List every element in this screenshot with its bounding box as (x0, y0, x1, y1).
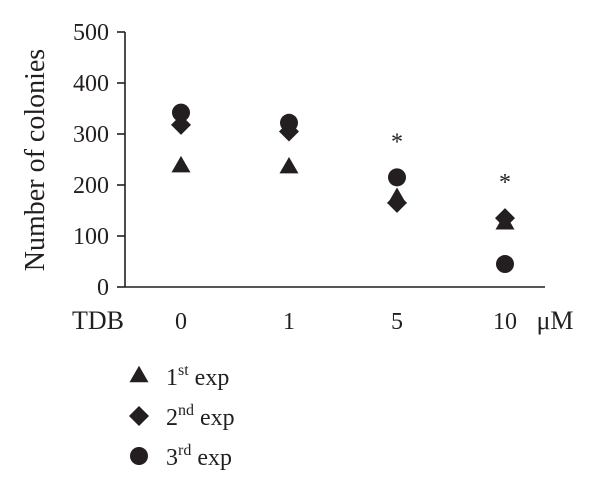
diamond-data-point (495, 208, 515, 229)
x-axis-unit-label: μM (536, 306, 573, 335)
legend-label: 3rd exp (166, 442, 232, 471)
legend-triangle-marker (129, 365, 149, 383)
x-tick-label: 0 (175, 309, 187, 335)
circle-data-point (388, 168, 406, 187)
y-tick-label: 500 (73, 20, 109, 46)
legend-label: 2nd exp (166, 402, 235, 431)
y-tick-label: 300 (73, 122, 109, 148)
y-tick-label: 0 (97, 275, 109, 301)
triangle-data-point (171, 155, 191, 173)
y-tick-label: 100 (73, 224, 109, 250)
y-tick-label: 200 (73, 173, 109, 199)
diamond-data-point (387, 192, 407, 213)
triangle-data-point (279, 156, 299, 174)
y-tick-label: 400 (73, 71, 109, 97)
y-axis-label: Number of colonies (20, 49, 51, 271)
x-axis-prefix-label: TDB (72, 306, 124, 335)
x-tick-label: 1 (283, 309, 295, 335)
x-tick-label: 5 (391, 309, 403, 335)
legend-diamond-marker (129, 406, 149, 426)
y-tick-labels: 0 100 200 300 400 500 (73, 20, 109, 301)
legend-label: 1st exp (166, 362, 229, 391)
significance-asterisk: * (499, 170, 511, 196)
circle-data-point (280, 113, 298, 132)
annotations: ** (391, 129, 511, 196)
data-points (171, 103, 515, 274)
significance-asterisk: * (391, 129, 403, 155)
x-tick-labels: 0 1 5 10 (175, 309, 517, 335)
circle-data-point (172, 103, 190, 122)
circle-data-point (496, 255, 514, 274)
legend-circle-marker (130, 447, 148, 465)
axes (117, 31, 545, 288)
x-tick-label: 10 (493, 309, 517, 335)
legend: 1st exp 2nd exp 3rd exp (129, 362, 235, 471)
